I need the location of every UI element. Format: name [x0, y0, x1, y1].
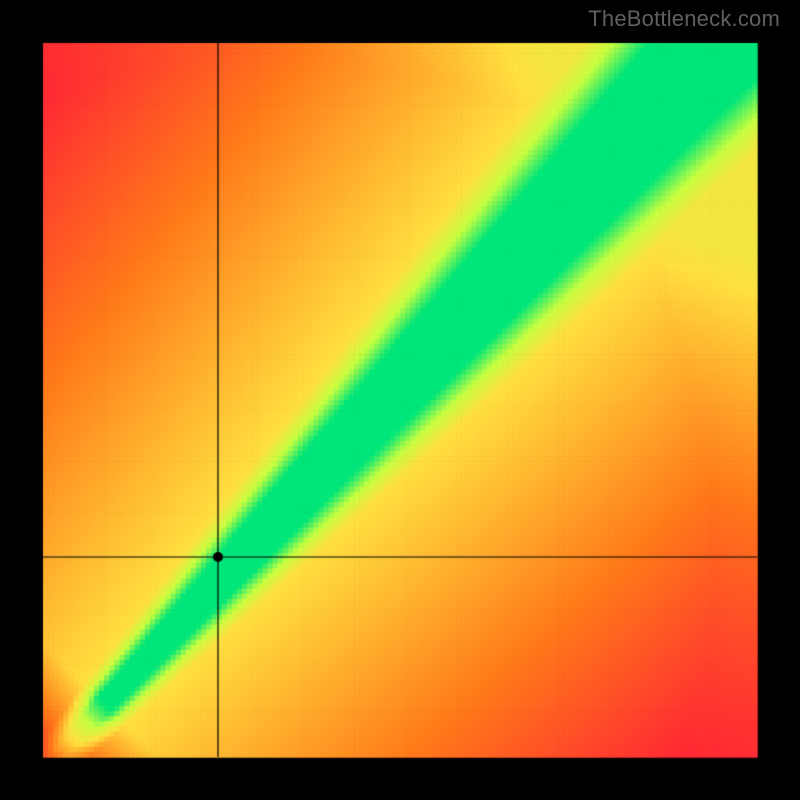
- watermark-text: TheBottleneck.com: [588, 6, 780, 32]
- heatmap-canvas: [0, 0, 800, 800]
- chart-container: TheBottleneck.com: [0, 0, 800, 800]
